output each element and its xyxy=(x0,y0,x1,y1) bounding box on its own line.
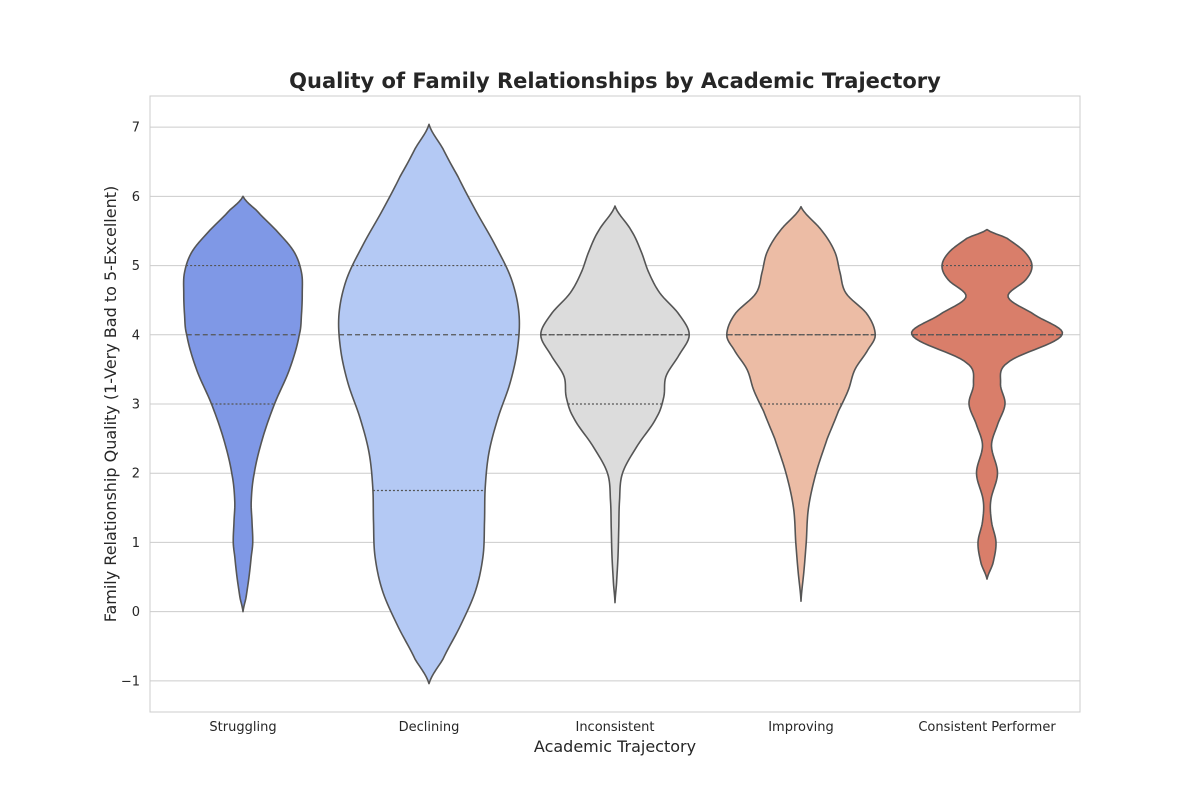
y-tick-label: 4 xyxy=(132,328,140,343)
y-tick-label: 3 xyxy=(132,398,140,413)
x-tick-label: Improving xyxy=(768,720,834,735)
x-tick-label: Consistent Performer xyxy=(918,720,1056,735)
y-tick-label: 1 xyxy=(132,536,140,551)
violin-layer xyxy=(182,123,1064,685)
x-tick-label: Inconsistent xyxy=(575,720,654,735)
violin-body xyxy=(337,123,521,685)
y-tick-label: 7 xyxy=(132,121,140,136)
violin-group xyxy=(539,205,691,604)
y-tick-label: 6 xyxy=(132,190,140,205)
y-tick-label: 0 xyxy=(132,605,140,620)
y-tick-label: 2 xyxy=(132,467,140,482)
chart-title: Quality of Family Relationships by Acade… xyxy=(289,69,941,93)
violin-group xyxy=(725,205,877,603)
violin-body xyxy=(182,195,304,613)
x-tick-label: Struggling xyxy=(209,720,276,735)
x-tick-label: Declining xyxy=(399,720,460,735)
plot-frame xyxy=(149,95,1081,713)
y-tick-label: −1 xyxy=(121,674,140,689)
y-tick-label: 5 xyxy=(132,259,140,274)
y-axis-label: Family Relationship Quality (1-Very Bad … xyxy=(101,186,120,623)
x-tick-labels: Struggling Declining Inconsistent Improving… xyxy=(209,720,1056,735)
violin-body xyxy=(539,205,691,604)
violin-group xyxy=(182,195,304,613)
violin-group xyxy=(910,228,1064,580)
x-axis-label: Academic Trajectory xyxy=(534,737,696,756)
violin-group xyxy=(337,123,521,685)
violin-body xyxy=(910,228,1064,580)
y-tick-labels: −1 0 1 2 3 4 5 6 7 xyxy=(121,121,140,690)
